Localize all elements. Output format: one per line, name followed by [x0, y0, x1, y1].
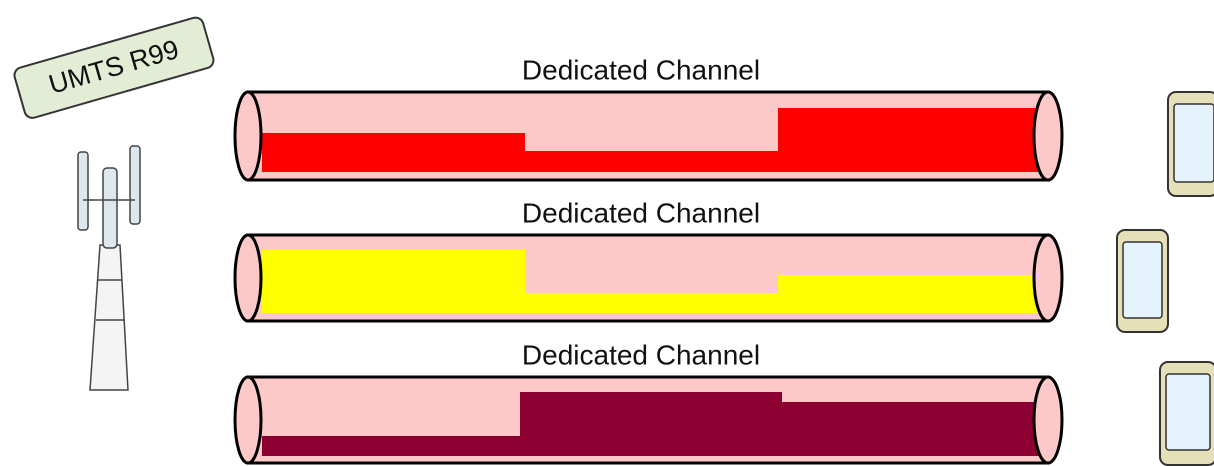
antenna	[103, 168, 117, 248]
pipe-end	[1034, 92, 1062, 180]
tower-mast	[90, 245, 128, 390]
antenna	[78, 152, 88, 230]
phone-screen	[1166, 374, 1210, 450]
tag: UMTS R99	[13, 16, 216, 120]
phone-screen	[1174, 104, 1214, 182]
pipe-end	[235, 235, 261, 321]
phone	[1117, 230, 1168, 332]
channel-label: Dedicated Channel	[522, 197, 760, 228]
phone	[1168, 92, 1214, 196]
channel-label: Dedicated Channel	[522, 339, 760, 370]
phone	[1160, 362, 1214, 465]
diagram: UMTS R99 Dedicated Channel Dedicated Cha…	[0, 0, 1214, 466]
tower	[78, 146, 140, 390]
phone-screen	[1123, 242, 1162, 318]
pipe-end	[235, 377, 261, 463]
antenna	[130, 146, 140, 224]
pipe-end	[1034, 235, 1062, 321]
pipe-end	[1034, 377, 1062, 463]
pipe-end	[235, 92, 261, 180]
channel-label: Dedicated Channel	[522, 54, 760, 85]
